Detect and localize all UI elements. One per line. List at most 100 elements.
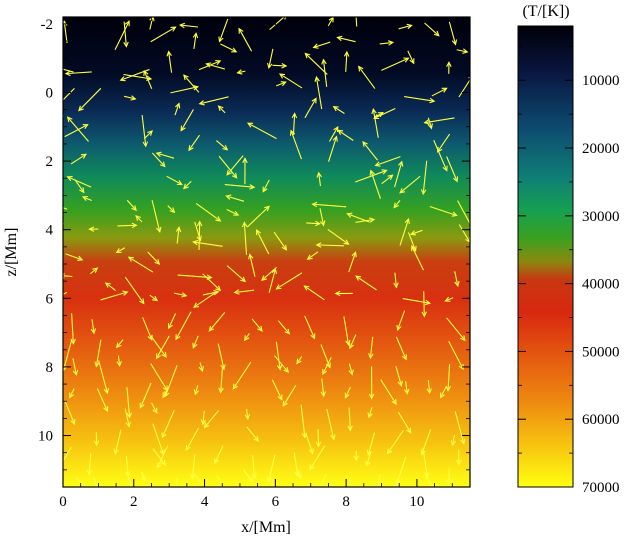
velocity-arrowhead xyxy=(458,364,464,371)
velocity-arrow xyxy=(141,115,147,147)
colorbar-ticks: 10000 20000 30000 40000 50000 60000 70000 xyxy=(518,45,620,496)
x-tick-label: 4 xyxy=(201,494,209,510)
velocity-arrowhead xyxy=(203,422,210,429)
velocity-arrow xyxy=(321,378,325,397)
velocity-arrow xyxy=(304,285,325,301)
velocity-arrow xyxy=(234,289,255,294)
velocity-arrow xyxy=(149,294,158,302)
velocity-arrow xyxy=(91,319,95,334)
velocity-arrowhead xyxy=(127,256,134,262)
velocity-arrow xyxy=(305,433,314,454)
velocity-arrowhead xyxy=(353,0,358,2)
velocity-arrowhead xyxy=(441,87,448,93)
velocity-arrowhead xyxy=(362,140,368,147)
velocity-arrowhead xyxy=(312,43,319,49)
velocity-arrowhead xyxy=(139,402,145,409)
velocity-arrowhead xyxy=(79,187,85,194)
velocity-arrowhead xyxy=(115,342,122,349)
velocity-arrowhead xyxy=(217,105,224,112)
velocity-arrowhead xyxy=(181,292,188,298)
velocity-arrow xyxy=(199,96,229,105)
x-axis: 0 2 4 6 8 10 xyxy=(59,17,471,510)
velocity-arrowhead xyxy=(343,239,350,245)
velocity-arrowhead xyxy=(451,211,458,217)
velocity-arrowhead xyxy=(176,180,183,186)
velocity-arrow xyxy=(261,266,278,281)
velocity-arrowhead xyxy=(80,153,87,159)
velocity-arrowhead xyxy=(454,280,460,288)
velocity-arrow xyxy=(387,429,404,454)
velocity-arrowhead xyxy=(315,242,322,248)
velocity-arrow xyxy=(347,213,370,223)
velocity-arrowhead xyxy=(424,472,430,479)
velocity-arrowhead xyxy=(396,324,402,332)
velocity-arrowhead xyxy=(247,476,254,483)
velocity-arrowhead xyxy=(433,30,440,37)
velocity-arrow xyxy=(445,297,454,302)
velocity-arrowhead xyxy=(213,289,220,296)
velocity-arrow xyxy=(394,161,403,188)
velocity-arrow xyxy=(405,381,408,394)
velocity-arrowhead xyxy=(275,284,282,290)
velocity-arrowhead xyxy=(70,418,76,426)
velocity-arrow xyxy=(274,355,289,373)
velocity-arrowhead xyxy=(231,172,238,179)
velocity-arrowhead xyxy=(337,129,344,135)
velocity-arrow xyxy=(304,315,316,339)
velocity-arrowhead xyxy=(44,215,49,219)
velocity-arrowhead xyxy=(320,220,326,227)
velocity-arrow xyxy=(114,429,122,454)
velocity-arrow xyxy=(252,455,256,479)
velocity-arrow xyxy=(64,401,75,425)
velocity-arrow xyxy=(393,200,401,208)
velocity-arrowhead xyxy=(93,440,100,447)
velocity-arrowhead xyxy=(349,488,353,493)
velocity-arrow xyxy=(116,247,126,254)
velocity-arrow xyxy=(237,70,246,74)
velocity-arrow xyxy=(63,21,68,44)
velocity-arrowhead xyxy=(336,35,343,42)
velocity-arrow xyxy=(117,224,137,227)
velocity-arrow xyxy=(446,156,458,182)
velocity-arrowhead xyxy=(170,26,177,32)
velocity-arrowhead xyxy=(411,244,417,252)
velocity-arrowhead xyxy=(452,176,459,183)
velocity-arrow xyxy=(256,229,270,255)
plot-frame xyxy=(62,16,471,488)
velocity-arrow xyxy=(168,313,177,329)
velocity-arrowhead xyxy=(205,62,212,68)
velocity-arrowhead xyxy=(284,328,291,335)
velocity-arrowhead xyxy=(178,22,186,29)
velocity-arrowhead xyxy=(404,217,410,225)
velocity-arrow xyxy=(369,336,374,359)
velocity-arrow xyxy=(402,298,430,304)
velocity-arrowhead xyxy=(257,325,263,332)
velocity-arrow xyxy=(143,70,153,89)
velocity-arrowhead xyxy=(198,365,204,373)
velocity-arrow xyxy=(268,268,276,294)
velocity-arrowhead xyxy=(253,435,259,442)
velocity-arrow xyxy=(82,196,92,202)
velocity-arrowhead xyxy=(215,60,222,66)
velocity-arrowhead xyxy=(374,161,381,167)
velocity-arrow xyxy=(457,200,470,225)
velocity-arrow xyxy=(123,21,127,47)
velocity-arrowhead xyxy=(119,76,126,82)
velocity-arrow xyxy=(429,205,457,216)
y-axis-label: z/[Mm] xyxy=(3,228,20,277)
velocity-arrow xyxy=(89,267,98,275)
velocity-arrowhead xyxy=(215,285,222,292)
velocity-arrow xyxy=(202,410,205,425)
velocity-arrowhead xyxy=(397,160,404,167)
velocity-arrow xyxy=(195,203,221,222)
velocity-arrow xyxy=(373,107,396,119)
velocity-arrow xyxy=(458,224,470,243)
velocity-arrow xyxy=(202,273,221,291)
velocity-arrow xyxy=(307,251,319,260)
velocity-arrow xyxy=(188,134,200,151)
velocity-arrowhead xyxy=(393,282,399,289)
velocity-arrow xyxy=(64,124,88,138)
velocity-arrowhead xyxy=(256,229,261,236)
velocity-arrow xyxy=(322,59,328,87)
velocity-arrow xyxy=(123,73,152,80)
